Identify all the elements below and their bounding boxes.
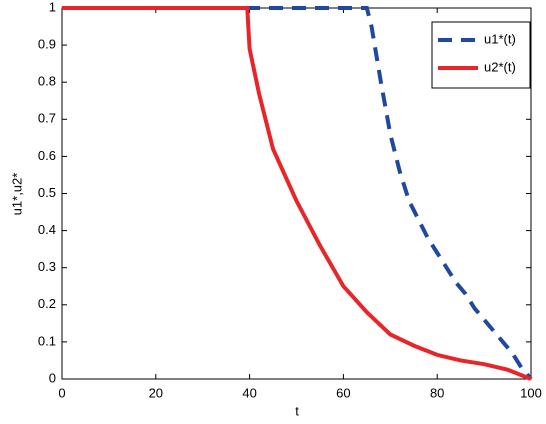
legend-label: u1*(t) xyxy=(484,31,516,46)
x-axis-label: t xyxy=(295,403,299,418)
y-tick-label: 1 xyxy=(49,0,56,14)
y-tick-label: 0.4 xyxy=(38,222,56,237)
x-tick-label: 20 xyxy=(149,385,163,400)
y-tick-label: 0.9 xyxy=(38,37,56,52)
x-tick-label: 80 xyxy=(430,385,444,400)
legend-label: u2*(t) xyxy=(484,59,516,74)
y-tick-label: 0.5 xyxy=(38,185,56,200)
y-tick-label: 0.2 xyxy=(38,296,56,311)
x-tick-label: 100 xyxy=(520,385,542,400)
x-tick-label: 0 xyxy=(58,385,65,400)
y-tick-label: 0.3 xyxy=(38,259,56,274)
y-tick-label: 0.1 xyxy=(38,333,56,348)
series-line xyxy=(62,6,533,381)
x-tick-label: 40 xyxy=(242,385,256,400)
x-tick-label: 60 xyxy=(336,385,350,400)
y-tick-label: 0.6 xyxy=(38,148,56,163)
legend-box xyxy=(431,21,531,89)
series-line xyxy=(62,6,532,381)
y-tick-label: 0.8 xyxy=(38,74,56,89)
y-axis-label: u1*,u2* xyxy=(9,173,24,216)
y-tick-label: 0 xyxy=(49,370,56,385)
y-tick-label: 0.7 xyxy=(38,111,56,126)
